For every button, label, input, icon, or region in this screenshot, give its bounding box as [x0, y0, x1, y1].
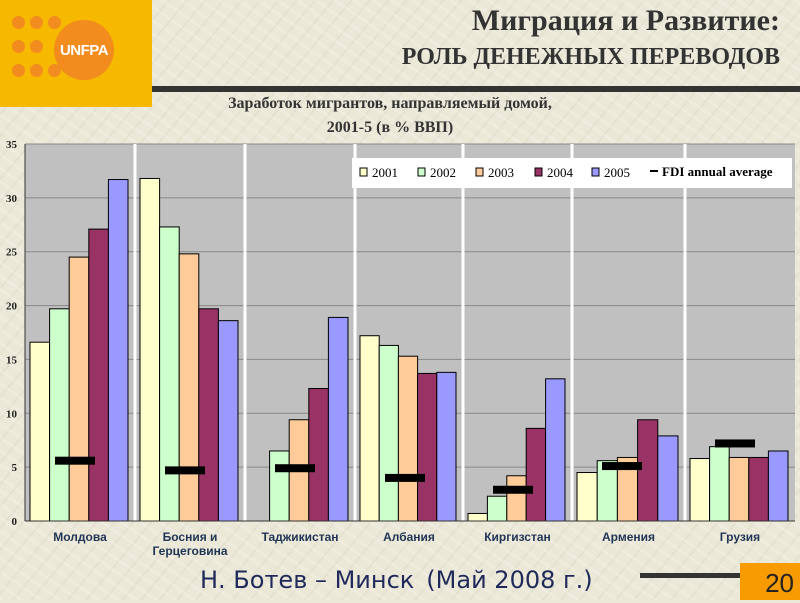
- legend-label: 2003: [488, 165, 514, 180]
- legend-swatch-2004: [534, 167, 543, 177]
- legend-label: FDI annual average: [662, 164, 773, 179]
- bar-2003: [506, 475, 527, 522]
- page-title: Миграция и Развитие:: [471, 4, 780, 37]
- legend-fdi-swatch: [650, 170, 658, 172]
- bar-2005: [657, 435, 679, 522]
- author-name: Н. Ботев – Минск: [200, 566, 415, 594]
- fdi-marker: [55, 456, 95, 465]
- bar-2003: [728, 456, 750, 522]
- legend-label: 2001: [372, 165, 398, 180]
- category-label: Босния и Герцеговина: [152, 530, 228, 558]
- bar-2004: [308, 388, 329, 522]
- bar-2004: [525, 427, 547, 522]
- bar-2003: [397, 355, 419, 522]
- fdi-marker: [165, 466, 205, 475]
- bar-2002: [378, 344, 399, 522]
- footer-rule: [640, 573, 740, 578]
- legend-swatch-2001: [359, 167, 368, 177]
- bar-2002: [49, 308, 70, 522]
- chart-title-line1: Заработок мигрантов, направляемый домой,: [228, 95, 552, 112]
- y-tick-label: 0: [12, 516, 18, 528]
- category-label: Грузия: [719, 530, 761, 544]
- bar-2005: [436, 371, 457, 522]
- bar-2004: [417, 372, 438, 522]
- bar-2004: [88, 228, 109, 522]
- unfpa-logo: UNFPA: [0, 0, 152, 107]
- author-note: Н. Ботев – Минск (Май 2008 г.): [200, 565, 593, 595]
- legend-label: 2005: [604, 165, 630, 180]
- fdi-marker: [715, 439, 755, 448]
- category-label: Молдова: [53, 530, 107, 544]
- bar-2004: [637, 419, 659, 522]
- y-tick-label: 20: [6, 301, 18, 313]
- fdi-marker: [602, 462, 642, 471]
- header-rule: [152, 86, 800, 92]
- bar-2001: [29, 341, 51, 522]
- bar-2005: [327, 316, 349, 522]
- bar-2003: [178, 253, 200, 522]
- author-date: (Май 2008 г.): [426, 566, 593, 594]
- category-label: Киргизстан: [484, 530, 551, 544]
- chart-title-line2: 2001-5 (в % ВВП): [326, 119, 454, 136]
- bar-2001: [359, 335, 380, 522]
- legend-label: 2004: [547, 165, 574, 180]
- bar-chart: 0 5 10 15 20 25 30 35 2001 2002 2003 2004 2005 FDI an…: [6, 139, 795, 528]
- y-tick-label: 10: [6, 408, 18, 420]
- y-tick-label: 30: [6, 193, 18, 205]
- bar-2002: [269, 450, 290, 522]
- bar-2005: [107, 179, 129, 522]
- bar-2004: [198, 308, 219, 522]
- bar-2002: [709, 446, 730, 522]
- bar-2002: [159, 226, 180, 522]
- bar-2005: [767, 450, 789, 522]
- fdi-marker: [275, 464, 315, 473]
- fdi-marker: [493, 485, 533, 494]
- page-number: 20: [740, 563, 800, 600]
- page-subtitle: РОЛЬ ДЕНЕЖНЫХ ПЕРЕВОДОВ: [401, 44, 780, 70]
- category-label: Армения: [601, 530, 655, 544]
- y-tick-label: 25: [6, 247, 18, 259]
- bar-2005: [217, 320, 239, 522]
- legend-swatch-2002: [417, 167, 426, 177]
- bar-2005: [545, 378, 566, 522]
- bar-2001: [576, 472, 598, 522]
- bar-2002: [486, 495, 508, 522]
- bar-2003: [68, 256, 90, 522]
- category-label: Таджикистан: [261, 530, 339, 544]
- logo-text: UNFPA: [54, 20, 114, 80]
- chart-title: Заработок мигрантов, направляемый домой,…: [180, 92, 600, 140]
- bar-2001: [139, 177, 161, 522]
- legend-swatch-2003: [475, 167, 484, 177]
- category-label: Албания: [383, 530, 435, 544]
- y-tick-label: 35: [6, 139, 18, 151]
- fdi-marker: [385, 473, 425, 482]
- legend-swatch-2005: [591, 167, 600, 177]
- legend-label: 2002: [430, 165, 456, 180]
- y-tick-label: 15: [6, 354, 18, 366]
- bar-2004: [748, 456, 769, 522]
- bar-2001: [689, 458, 711, 522]
- y-tick-label: 5: [12, 462, 18, 474]
- bar-2001: [467, 512, 488, 522]
